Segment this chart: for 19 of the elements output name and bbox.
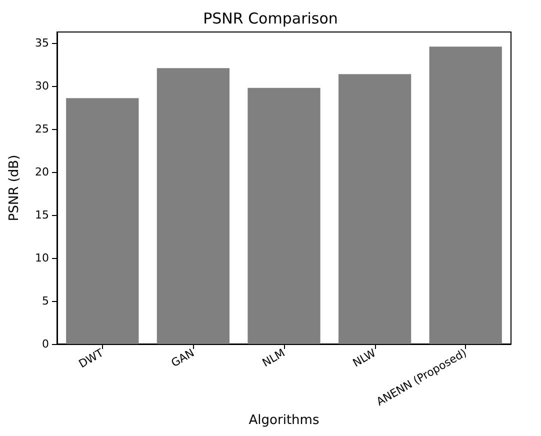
y-tick-label: 25 [35, 122, 49, 136]
y-tick-label: 30 [35, 80, 49, 93]
x-tick-label: NLW [350, 346, 378, 370]
y-tick-label: 0 [42, 338, 49, 350]
y-tick-label: 20 [35, 166, 49, 179]
chart-title: PSNR Comparison [203, 10, 338, 28]
x-tick-label: GAN [168, 346, 196, 370]
bar [156, 68, 230, 344]
y-tick-label: 15 [35, 208, 49, 222]
x-axis-title: Algorithms [248, 413, 320, 428]
y-tick-label: 35 [35, 36, 49, 50]
bar [338, 74, 412, 344]
x-tick-label: NLM [260, 346, 288, 370]
y-axis-title: PSNR (dB) [7, 154, 22, 222]
bar [429, 46, 502, 344]
bar [248, 88, 320, 344]
y-tick-label: 5 [42, 294, 49, 308]
bar [66, 98, 139, 344]
y-tick-label: 10 [35, 252, 49, 265]
